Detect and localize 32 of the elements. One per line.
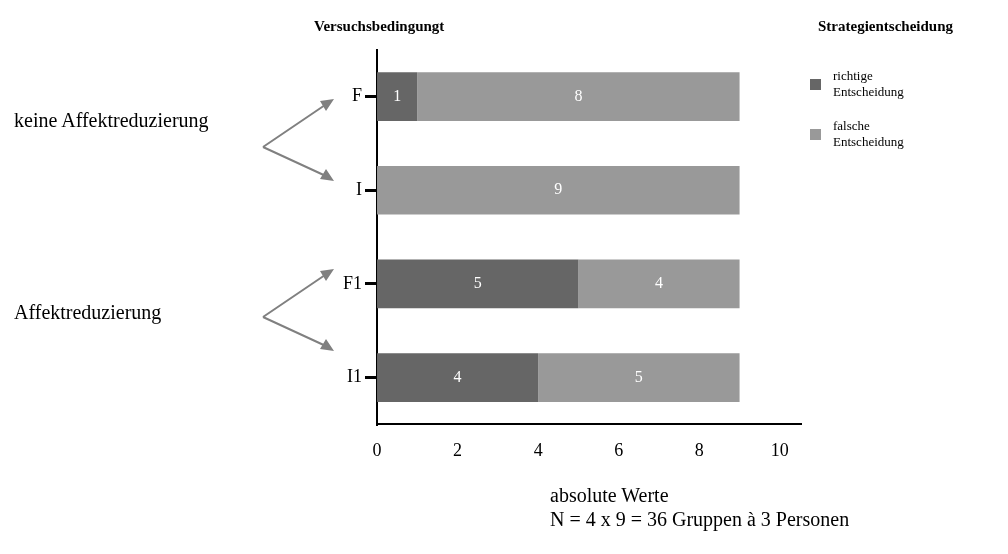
y-axis-title: Versuchsbedingungt [314,18,445,35]
bar [377,353,539,402]
x-tick-label: 8 [694,439,704,460]
bar [538,353,740,402]
data-label: 5 [473,274,482,292]
data-label: 4 [655,274,663,292]
data-label: 8 [574,86,583,104]
x-tick-label: 6 [614,439,624,460]
data-label: 4 [453,367,462,385]
x-tick-label: 2 [453,439,463,460]
data-label: 9 [554,180,563,198]
data-label: 1 [393,86,402,104]
bar [578,259,740,309]
bar [377,72,418,121]
text: absolute Werte [550,483,669,507]
bar [377,165,740,215]
bar [377,259,579,309]
text: Affektreduzierung [14,300,162,324]
y-tick-label: F [352,85,363,106]
legend-label: falsche Entscheidung [833,118,905,150]
y-tick-label: F1 [343,272,363,293]
legend-title: Strategientscheidung [818,18,953,35]
data-label: 5 [634,367,643,385]
y-tick-label: I [356,179,363,200]
x-tick-label: 10 [770,439,789,460]
x-tick-label: 0 [372,439,382,460]
x-tick-label: 4 [533,439,543,460]
bar [417,72,740,121]
y-tick-label: I1 [347,366,363,387]
text: keine Affektreduzierung [14,108,210,132]
legend-label: richtige Entscheidung [833,68,905,100]
text: N = 4 x 9 = 36 Gruppen à 3 Personen [550,507,850,531]
